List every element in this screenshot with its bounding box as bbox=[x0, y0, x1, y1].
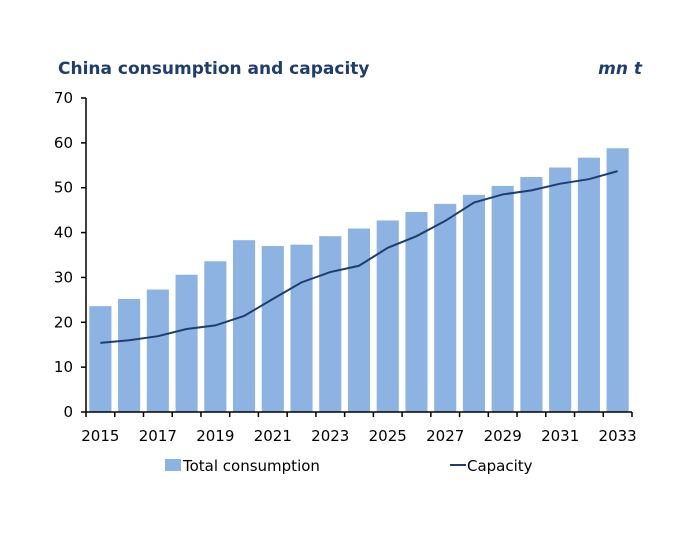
bar-2025 bbox=[376, 220, 399, 412]
capacity-line bbox=[100, 170, 618, 344]
bar-2017 bbox=[146, 289, 169, 412]
y-tick-label: 70 bbox=[54, 89, 73, 107]
bar-2022 bbox=[290, 244, 313, 412]
x-tick-label: 2025 bbox=[369, 427, 407, 445]
bar-2030 bbox=[520, 176, 543, 412]
x-tick-label: 2029 bbox=[484, 427, 522, 445]
bar-2018 bbox=[175, 274, 198, 412]
x-tick-label: 2023 bbox=[311, 427, 349, 445]
x-tick-label: 2033 bbox=[599, 427, 637, 445]
x-tick-label: 2017 bbox=[139, 427, 177, 445]
x-tick-label: 2031 bbox=[541, 427, 579, 445]
x-tick-label: 2019 bbox=[196, 427, 234, 445]
bar-2019 bbox=[204, 261, 227, 412]
bar-2015 bbox=[89, 306, 112, 412]
y-tick-label: 50 bbox=[54, 179, 73, 197]
bar-2028 bbox=[462, 194, 486, 412]
y-tick-label: 10 bbox=[54, 358, 73, 376]
bar-2024 bbox=[347, 228, 371, 412]
bar-2021 bbox=[261, 246, 284, 412]
bar-2020 bbox=[232, 240, 256, 412]
x-tick-label: 2021 bbox=[254, 427, 292, 445]
bar-2031 bbox=[549, 167, 572, 412]
bar-2026 bbox=[405, 211, 428, 412]
x-tick-label: 2015 bbox=[81, 427, 119, 445]
y-tick-label: 60 bbox=[54, 134, 73, 152]
bar-2016 bbox=[118, 298, 141, 412]
legend-label-capacity: Capacity bbox=[467, 457, 533, 475]
chart-title: China consumption and capacity bbox=[58, 59, 370, 79]
y-tick-label: 0 bbox=[63, 403, 73, 421]
unit-label: mn t bbox=[598, 59, 642, 79]
y-tick-label: 30 bbox=[54, 268, 73, 286]
y-tick-label: 20 bbox=[54, 313, 73, 331]
legend-label-consumption: Total consumption bbox=[182, 457, 320, 475]
bar-2027 bbox=[434, 203, 457, 412]
y-tick-label: 40 bbox=[54, 224, 73, 242]
bar-2029 bbox=[491, 185, 514, 412]
bar-2033 bbox=[606, 148, 629, 413]
bar-2023 bbox=[319, 236, 342, 412]
legend-swatch-consumption bbox=[165, 459, 181, 471]
x-tick-label: 2027 bbox=[426, 427, 464, 445]
bar-2032 bbox=[577, 157, 600, 412]
